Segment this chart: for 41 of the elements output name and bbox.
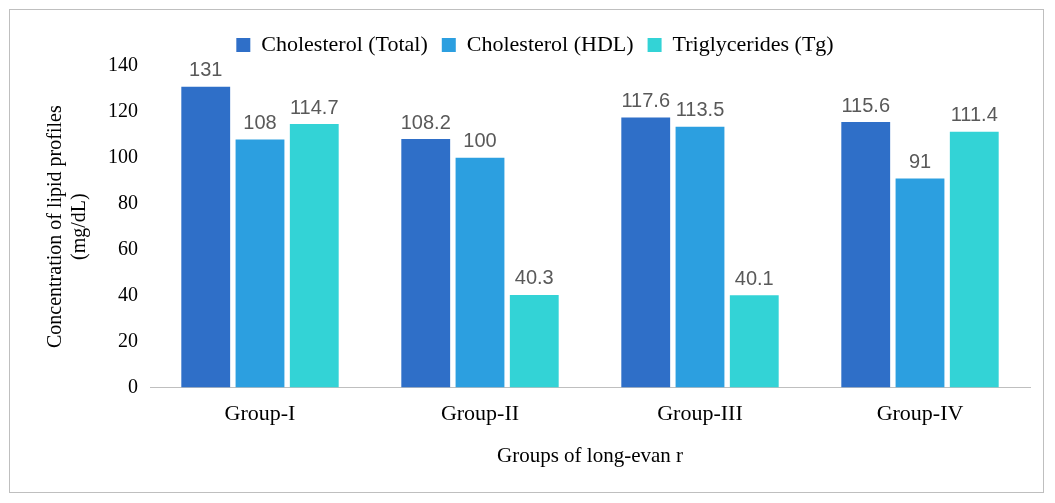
y-tick-label: 140 [108, 53, 138, 76]
data-label: 108.2 [400, 110, 451, 133]
bar [455, 157, 505, 388]
bar [841, 122, 891, 388]
x-tick-label: Group-II [440, 400, 520, 426]
y-tick-label: 60 [118, 236, 138, 259]
bar [621, 117, 671, 388]
data-label: 113.5 [675, 98, 725, 121]
bar [895, 178, 945, 388]
y-tick-label: 0 [128, 374, 138, 397]
data-label: 115.6 [841, 93, 891, 116]
bar [509, 294, 559, 388]
bar [181, 86, 231, 388]
legend-label: Cholesterol (Total) [261, 30, 428, 56]
bar [289, 124, 339, 388]
data-label: 131 [189, 58, 223, 81]
x-tick-label: Group-IV [876, 400, 964, 426]
data-label: 108 [243, 110, 277, 133]
y-tick-label: 120 [108, 99, 138, 122]
bar [235, 139, 285, 388]
y-axis-title: Concentration of lipid profiles (mg/dL) [43, 105, 91, 349]
x-tick-label: Group-III [657, 400, 743, 426]
data-label: 114.7 [289, 95, 339, 118]
data-label: 40.1 [734, 266, 774, 289]
x-axis-title: Groups of long-evan r [496, 442, 684, 467]
data-label: 40.3 [514, 266, 554, 289]
bar [729, 295, 779, 388]
bar [675, 126, 725, 388]
y-tick-label: 100 [108, 145, 138, 168]
data-label: 100 [463, 129, 497, 152]
legend-label: Cholesterol (HDL) [466, 30, 634, 56]
x-tick-label: Group-I [224, 400, 296, 426]
y-tick-label: 80 [118, 190, 138, 213]
data-label: 91 [908, 150, 932, 173]
y-tick-label: 40 [118, 282, 138, 305]
y-tick-label: 20 [118, 328, 138, 351]
legend-label: Triglycerides (Tg) [672, 30, 834, 56]
bar [949, 131, 999, 388]
data-label: 111.4 [950, 103, 998, 126]
data-label: 117.6 [621, 88, 671, 111]
bar [401, 139, 451, 388]
